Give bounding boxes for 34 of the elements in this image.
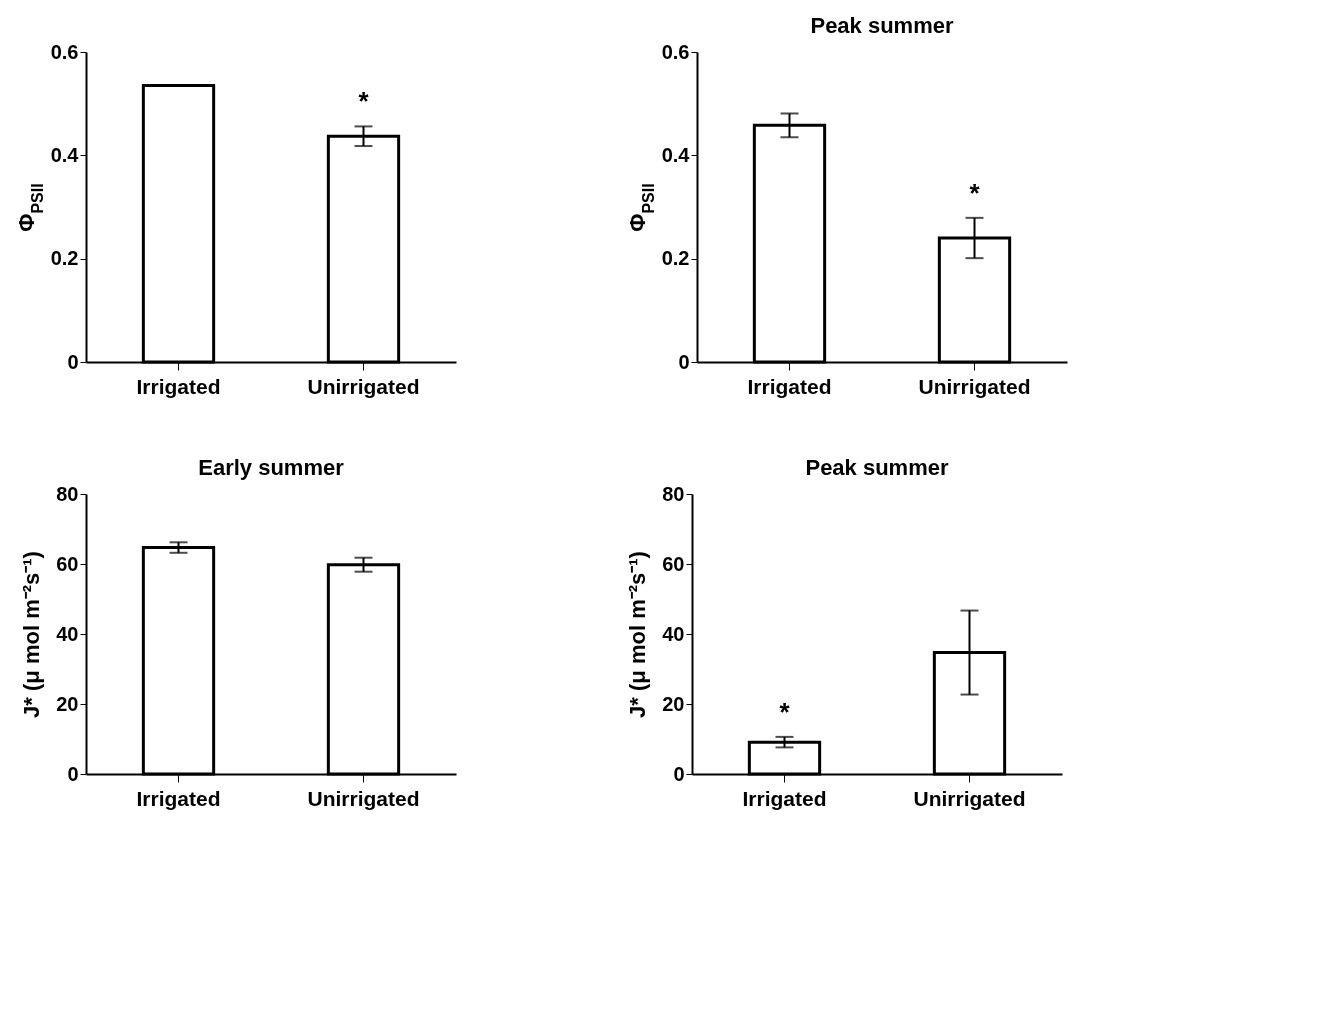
y-tick-label: 0.6: [50, 40, 79, 63]
x-tick-label: Irrigated: [136, 374, 221, 398]
chart-title: Early summer: [198, 455, 345, 480]
y-tick-label: 80: [662, 482, 685, 505]
x-tick-label: Irrigated: [136, 786, 221, 810]
y-tick-label: 60: [56, 552, 79, 575]
y-tick-label: 0.4: [661, 143, 691, 166]
annotation: *: [969, 177, 981, 208]
x-tick-label: Irrigated: [742, 786, 827, 810]
y-tick-label: 0.2: [50, 247, 79, 270]
y-tick-label: 80: [56, 482, 79, 505]
x-tick-label: Unirrigated: [913, 786, 1026, 810]
y-tick-label: 0: [673, 762, 685, 785]
x-tick-label: Unirrigated: [307, 374, 420, 398]
annotation: *: [779, 696, 791, 727]
x-tick-label: Unirrigated: [918, 374, 1031, 398]
y-tick-label: 0.6: [661, 40, 690, 63]
x-tick-label: Unirrigated: [307, 786, 420, 810]
y-tick-label: 60: [662, 552, 685, 575]
x-tick-label: Irrigated: [747, 374, 832, 398]
y-tick-label: 40: [662, 622, 685, 645]
y-tick-label: 0.4: [50, 143, 80, 166]
annotation: *: [358, 86, 370, 117]
y-tick-label: 0: [67, 350, 79, 373]
y-tick-label: 40: [56, 622, 79, 645]
y-tick-label: 0: [67, 762, 79, 785]
chart-title: Peak summer: [810, 13, 954, 38]
y-tick-label: 20: [56, 692, 79, 715]
y-tick-label: 0.2: [661, 247, 690, 270]
y-tick-label: 20: [662, 692, 685, 715]
y-tick-label: 0: [678, 350, 690, 373]
chart-title: Peak summer: [805, 455, 949, 480]
y-axis-title: J* (μ mol m⁻²s⁻¹): [19, 551, 45, 718]
y-axis-title: J* (μ mol m⁻²s⁻¹): [625, 551, 651, 718]
